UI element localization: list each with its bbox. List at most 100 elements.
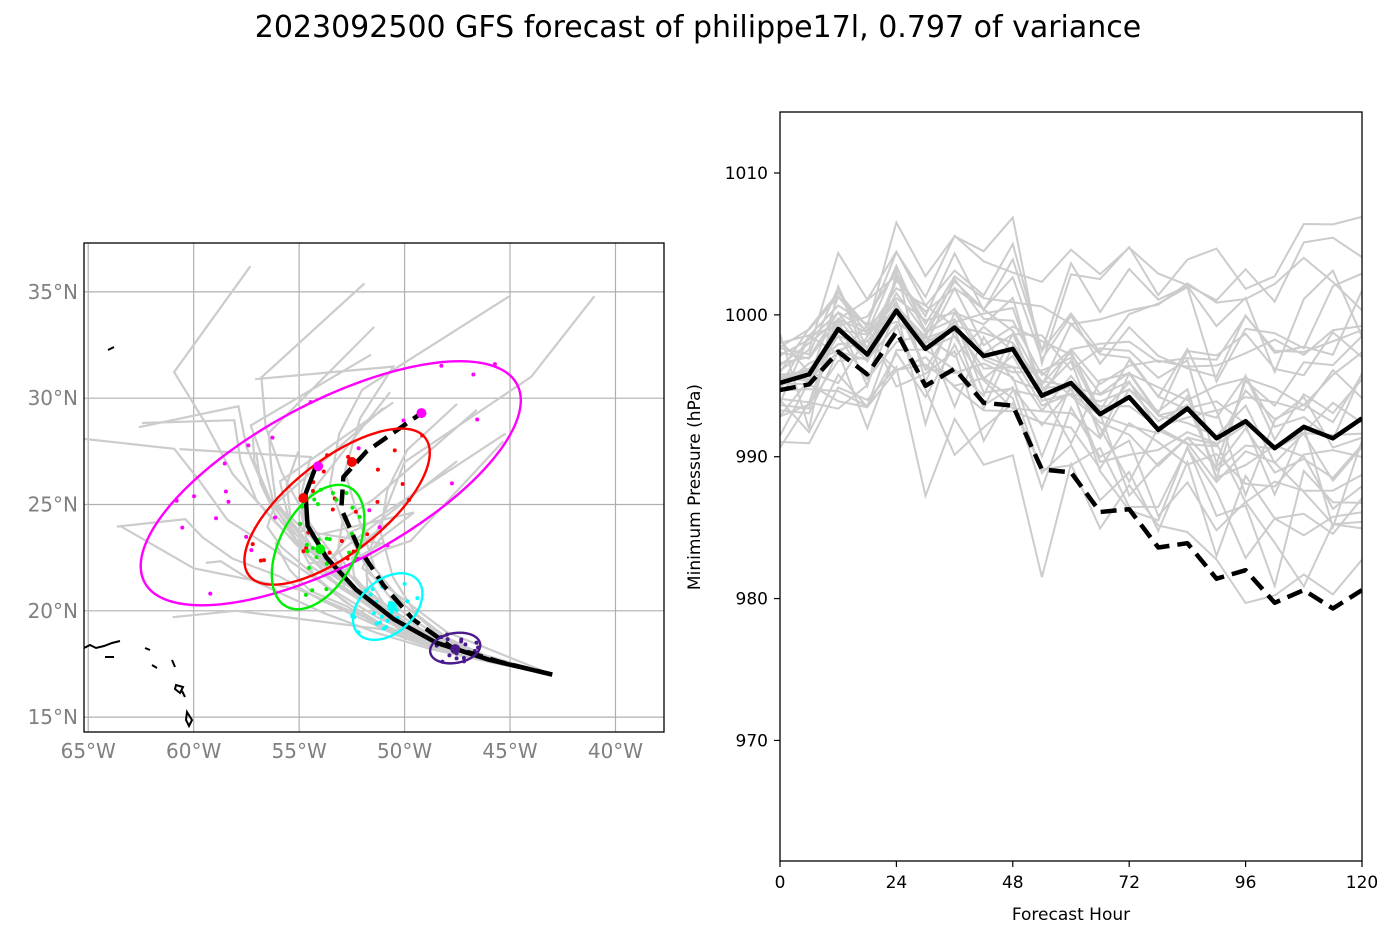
member-position-dot <box>405 599 410 604</box>
member-position-dot <box>330 507 335 512</box>
ensemble-pressure-lines <box>780 215 1362 605</box>
ensemble-pressure-line <box>780 263 1362 467</box>
map-lat-tick-label: 20°N <box>28 599 78 623</box>
coastline <box>181 690 186 698</box>
member-position-dot <box>379 614 384 619</box>
member-position-dot <box>273 515 278 520</box>
ensemble-pressure-line <box>780 241 1362 375</box>
spread-ellipse-purple <box>428 631 482 665</box>
member-position-dot <box>303 592 308 597</box>
member-position-dot <box>449 481 454 486</box>
spread-ellipse-green <box>270 483 366 611</box>
map-lat-tick-label: 35°N <box>28 280 78 304</box>
member-position-dot <box>305 549 310 554</box>
map-panel: 65°W 60°W 55°W 50°W 45°W 40°W 15°N 20°N 25°N 30°N… <box>28 242 665 763</box>
member-position-dot <box>330 490 335 495</box>
ensemble-pressure-line <box>780 342 1362 560</box>
member-position-dot <box>459 637 464 642</box>
member-position-dot <box>367 508 372 513</box>
cluster-mean-marker-magenta <box>416 408 427 419</box>
y-tick-label: 980 <box>736 590 768 610</box>
y-tick-label: 1010 <box>725 164 768 184</box>
member-position-dot <box>357 514 362 519</box>
member-position-dot <box>384 624 389 629</box>
member-position-dot <box>307 565 312 570</box>
mean-pressure-solid <box>780 308 1362 451</box>
member-position-dot <box>353 509 358 514</box>
mean-pressure-lines <box>780 308 1362 611</box>
member-position-dot <box>312 497 317 502</box>
member-position-dot <box>324 587 329 592</box>
cluster-mean-marker-magenta <box>313 461 324 472</box>
member-position-dot <box>249 548 254 553</box>
map-lon-tick-label: 55°W <box>272 739 327 763</box>
member-position-dot <box>447 653 452 658</box>
map-lon-tick-label: 60°W <box>166 739 221 763</box>
ensemble-pressure-line <box>780 275 1362 442</box>
member-position-dot <box>304 542 309 547</box>
member-position-dot <box>192 494 197 499</box>
chart-ticks: 0 24 48 72 96 120 970 980 990 1000 1010 <box>725 164 1378 893</box>
member-position-dot <box>315 502 320 507</box>
coastline <box>151 664 158 669</box>
member-position-dot <box>471 372 476 377</box>
spread-ellipse-magenta <box>139 360 523 607</box>
member-position-dot <box>454 656 459 661</box>
member-position-dot <box>339 539 344 544</box>
member-position-dot <box>389 610 394 615</box>
map-lat-tick-label: 15°N <box>28 705 78 729</box>
ensemble-track <box>251 437 553 676</box>
cluster-mean-marker-red <box>346 456 357 467</box>
member-position-dot <box>370 587 375 592</box>
member-position-dot <box>350 531 355 536</box>
map-lat-tick-label: 30°N <box>28 386 78 410</box>
y-tick-label: 1000 <box>725 306 768 326</box>
member-position-dot <box>475 417 480 422</box>
ensemble-track <box>361 295 596 676</box>
member-position-dot <box>258 558 263 563</box>
member-position-dot <box>350 505 355 510</box>
member-position-dot <box>377 525 382 530</box>
coastline <box>107 346 115 351</box>
member-position-dot <box>314 555 319 560</box>
coastline <box>144 647 151 651</box>
member-position-dot <box>262 558 267 563</box>
map-lat-tick-label: 25°N <box>28 493 78 517</box>
map-lon-tick-label: 40°W <box>588 739 643 763</box>
cluster-mean-marker-cyan <box>386 601 397 612</box>
member-position-dot <box>402 581 407 586</box>
member-position-dot <box>327 550 332 555</box>
ensemble-track <box>172 609 553 676</box>
member-position-dot <box>180 525 185 530</box>
coastline <box>171 659 176 668</box>
member-position-dot <box>445 637 450 642</box>
member-position-dot <box>270 435 275 440</box>
member-position-dot <box>375 467 380 472</box>
member-position-dot <box>226 499 231 504</box>
ensemble-pressure-line <box>780 355 1362 488</box>
member-position-dot <box>375 499 380 504</box>
member-position-dot <box>301 549 306 554</box>
ensemble-track <box>116 518 553 676</box>
x-tick-label: 24 <box>886 873 908 893</box>
x-tick-label: 96 <box>1235 873 1257 893</box>
member-position-dot <box>311 546 316 551</box>
ensemble-pressure-line <box>780 296 1362 399</box>
member-position-dot <box>401 418 406 423</box>
member-position-dot <box>392 448 397 453</box>
member-position-dot <box>324 561 329 566</box>
y-tick-label: 990 <box>736 448 768 468</box>
member-position-dot <box>310 588 315 593</box>
member-position-dot <box>324 536 329 541</box>
member-position-dot <box>208 591 213 596</box>
spread-ellipse-cyan <box>351 572 424 642</box>
member-position-dot <box>246 443 251 448</box>
map-gridlines <box>84 243 664 732</box>
map-lon-tick-label: 45°W <box>482 739 537 763</box>
ensemble-pressure-line <box>780 322 1362 560</box>
ensemble-track <box>308 460 553 676</box>
member-position-dot <box>356 446 361 451</box>
y-tick-label: 970 <box>736 731 768 751</box>
cluster-mean-marker-green <box>315 544 326 555</box>
